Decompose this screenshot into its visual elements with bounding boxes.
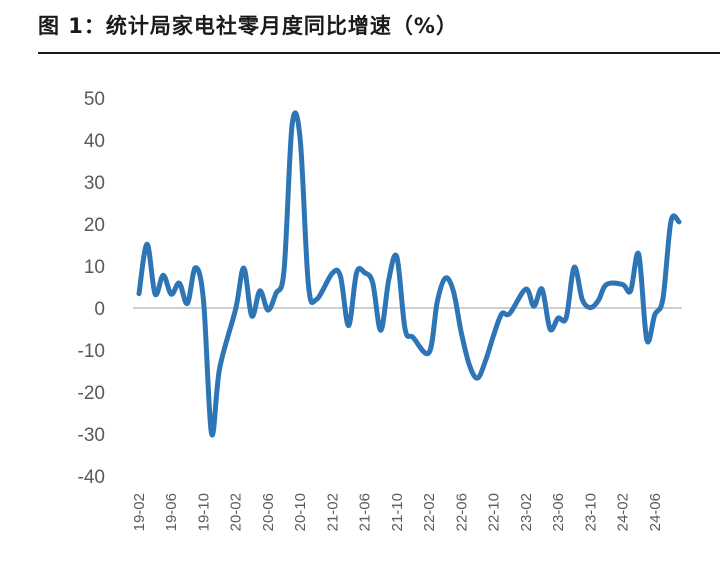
y-tick-label: -10 — [78, 341, 105, 362]
x-tick-label: 22-10 — [486, 493, 503, 531]
x-tick-label: 23-06 — [550, 493, 567, 531]
x-tick-label: 20-02 — [228, 493, 245, 531]
chart-title: 图 1：统计局家电社零月度同比增速（%） — [38, 14, 458, 38]
y-tick-label: 30 — [84, 173, 105, 194]
y-tick-label: 40 — [84, 131, 105, 152]
x-tick-label: 21-10 — [389, 493, 406, 531]
y-tick-label: -20 — [78, 383, 105, 404]
x-tick-label: 24-02 — [615, 493, 632, 531]
x-tick-label: 23-10 — [582, 493, 599, 531]
x-tick-label: 22-02 — [421, 493, 438, 531]
y-tick-label: 10 — [84, 257, 105, 278]
x-tick-label: 21-02 — [324, 493, 341, 531]
y-tick-label: 20 — [84, 215, 105, 236]
x-tick-label: 20-06 — [260, 493, 277, 531]
y-axis-ticks: 50 40 30 20 10 0 -10 -20 -30 -40 — [78, 89, 105, 488]
x-tick-label: 21-06 — [357, 493, 374, 531]
y-tick-label: -30 — [78, 425, 105, 446]
x-tick-label: 19-06 — [163, 493, 180, 531]
y-tick-label: 0 — [94, 299, 105, 320]
title-rule — [38, 52, 720, 54]
x-tick-label: 23-02 — [518, 493, 535, 531]
x-axis-ticks: 19-02 19-06 19-10 20-02 20-06 20-10 21-02 21-06… — [131, 493, 664, 531]
y-tick-label: -40 — [78, 467, 105, 488]
y-tick-label: 50 — [84, 89, 105, 110]
x-tick-label: 22-06 — [453, 493, 470, 531]
x-tick-label: 19-02 — [131, 493, 148, 531]
x-tick-label: 20-10 — [292, 493, 309, 531]
x-tick-label: 19-10 — [196, 493, 213, 531]
x-tick-label: 24-06 — [647, 493, 664, 531]
series-line — [136, 110, 682, 438]
